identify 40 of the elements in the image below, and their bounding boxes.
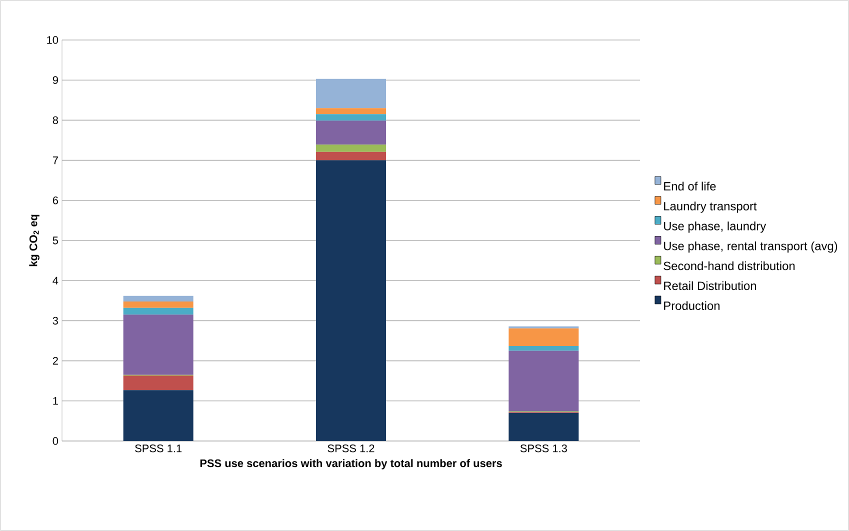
legend-label: Production: [664, 301, 720, 310]
y-tick-label: 10: [47, 36, 58, 44]
x-tick-label: SPSS 1.3: [520, 444, 567, 452]
bar: [508, 346, 579, 351]
y-tick-label: 5: [52, 236, 58, 244]
bar: [508, 350, 579, 412]
y-tick-label: 4: [52, 276, 58, 284]
x-tick-label: SPSS 1.1: [135, 444, 182, 452]
y-tick-label: 3: [52, 316, 58, 325]
y-tick-label: 1: [53, 397, 58, 405]
bar: [123, 376, 194, 390]
x-tick-label: SPSS 1.2: [328, 444, 374, 452]
bar: [316, 160, 386, 441]
legend-label: End of life: [664, 182, 716, 190]
y-tick-label: 8: [52, 116, 58, 124]
bar: [316, 78, 386, 108]
y-axis-title: kg CO$_{2}$ eq: [29, 214, 40, 266]
legend-label: Second-hand distribution: [664, 261, 795, 270]
legend-label: Use phase, rental transport (avg): [664, 241, 838, 253]
legend-label: Laundry transport: [664, 202, 757, 213]
y-tick-label: 9: [52, 76, 58, 84]
bar: [316, 144, 386, 152]
legend-label: Use phase, laundry: [664, 222, 766, 233]
x-axis-title: PSS use scenarios with variation by total number of users: [200, 459, 502, 470]
bar: [123, 390, 194, 441]
bar: [508, 412, 579, 441]
bar: [123, 308, 194, 315]
bar: [316, 120, 386, 145]
bar: [316, 108, 386, 114]
bar: [123, 301, 194, 308]
y-tick-label: 7: [52, 156, 58, 164]
bar: [316, 114, 386, 121]
bar: [123, 296, 194, 302]
y-tick-label: 6: [52, 196, 58, 204]
legend-label: Retail Distribution: [664, 281, 756, 290]
bar: [123, 314, 194, 375]
y-tick-label: 2: [52, 356, 58, 365]
y-tick-label: 0: [52, 437, 58, 445]
bar: [316, 152, 386, 160]
bar: [508, 328, 579, 346]
